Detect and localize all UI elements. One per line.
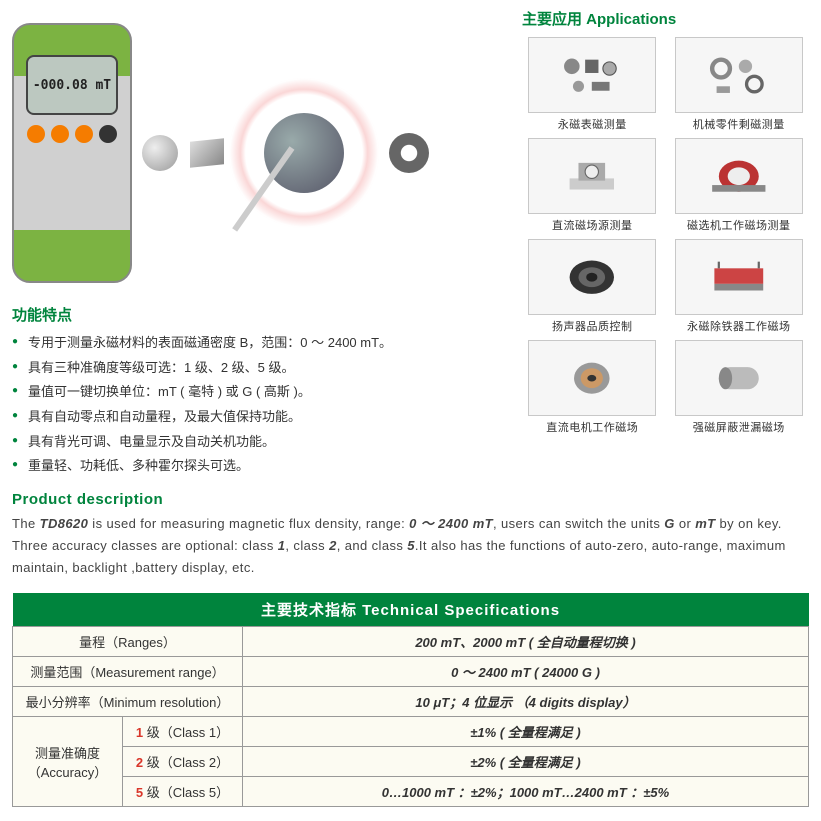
spec-sublabel: 2 级（Class 2） xyxy=(123,747,243,777)
specs-table: 主要技术指标 Technical Specifications 量程（Range… xyxy=(12,593,809,807)
app-label: 机械零件剩磁测量 xyxy=(669,116,810,132)
product-hero: -000.08 mT xyxy=(12,8,512,298)
device-buttons xyxy=(24,125,120,143)
spec-label: 最小分辨率（Minimum resolution） xyxy=(13,687,243,717)
spec-value: 200 mT、2000 mT ( 全自动量程切换 ) xyxy=(243,627,809,657)
desc-range: 0 ～ 2400 mT xyxy=(409,516,493,531)
desc-text: , users can switch the units xyxy=(493,516,664,531)
spec-value-text: 0…1000 mT ：±2%；1000 mT…2400 mT ：±5% xyxy=(382,785,669,800)
spec-label: 量程（Ranges） xyxy=(13,627,243,657)
desc-unit: mT xyxy=(695,516,715,531)
app-item: 直流磁场源测量 xyxy=(522,138,663,233)
app-label: 直流电机工作磁场 xyxy=(522,419,663,435)
desc-model: TD8620 xyxy=(40,516,89,531)
desc-text: is used for measuring magnetic flux dens… xyxy=(88,516,409,531)
block-sample xyxy=(190,138,224,168)
app-label: 磁选机工作磁场测量 xyxy=(669,217,810,233)
feature-item: 重量轻、功耗低、多种霍尔探头可选。 xyxy=(12,454,512,479)
app-thumb-dc-motor xyxy=(528,340,656,416)
desc-text: or xyxy=(675,516,695,531)
device-illustration: -000.08 mT xyxy=(12,23,132,283)
app-thumb-parts xyxy=(675,37,803,113)
desc-unit: G xyxy=(664,516,675,531)
sample-objects xyxy=(142,135,224,171)
app-item: 强磁屏蔽泄漏磁场 xyxy=(669,340,810,435)
ring-magnet-sample xyxy=(389,133,429,173)
app-item: 永磁除铁器工作磁场 xyxy=(669,239,810,334)
description-heading: Product description xyxy=(12,491,809,508)
spec-value: 10 μT；4 位显示 （4 digits display） xyxy=(243,687,809,717)
features-list: 专用于测量永磁材料的表面磁通密度 B，范围：0 ～ 2400 mT。 具有三种准… xyxy=(12,331,512,479)
app-label: 永磁表磁测量 xyxy=(522,116,663,132)
spec-label: 测量范围（Measurement range） xyxy=(13,657,243,687)
spec-value-text: 10 μT；4 位显示 （4 digits display） xyxy=(415,695,635,710)
app-label: 扬声器品质控制 xyxy=(522,318,663,334)
spec-value: ±1% ( 全量程满足 ) xyxy=(243,717,809,747)
description-body: The TD8620 is used for measuring magneti… xyxy=(12,513,809,579)
measurement-target xyxy=(229,78,379,228)
app-label: 永磁除铁器工作磁场 xyxy=(669,318,810,334)
app-thumb-shielding xyxy=(675,340,803,416)
feature-item: 具有背光可调、电量显示及自动关机功能。 xyxy=(12,430,512,455)
app-thumb-dc-source xyxy=(528,138,656,214)
spec-label: 测量准确度（Accuracy） xyxy=(13,717,123,807)
app-label: 强磁屏蔽泄漏磁场 xyxy=(669,419,810,435)
spec-value: 0 ～ 2400 mT ( 24000 G ) xyxy=(243,657,809,687)
desc-text: , and class xyxy=(337,538,408,553)
spec-sublabel: 5 级（Class 5） xyxy=(123,777,243,807)
feature-item: 专用于测量永磁材料的表面磁通密度 B，范围：0 ～ 2400 mT。 xyxy=(12,331,512,356)
device-screen: -000.08 mT xyxy=(26,55,118,115)
app-label: 直流磁场源测量 xyxy=(522,217,663,233)
applications-grid: 永磁表磁测量 机械零件剩磁测量 直流磁场源测量 磁选机工作磁场测量 xyxy=(522,37,809,435)
feature-item: 量值可一键切换单位：mT ( 毫特 ) 或 G ( 高斯 )。 xyxy=(12,380,512,405)
app-thumb-magnets xyxy=(528,37,656,113)
spec-value: 0…1000 mT ：±2%；1000 mT…2400 mT ：±5% xyxy=(243,777,809,807)
spec-sublabel: 1 级（Class 1） xyxy=(123,717,243,747)
app-item: 永磁表磁测量 xyxy=(522,37,663,132)
spec-value-text: 200 mT、2000 mT ( 全自动量程切换 ) xyxy=(415,635,635,650)
feature-item: 具有三种准确度等级可选：1 级、2 级、5 级。 xyxy=(12,356,512,381)
app-item: 直流电机工作磁场 xyxy=(522,340,663,435)
app-item: 磁选机工作磁场测量 xyxy=(669,138,810,233)
spec-value-text: 0 ～ 2400 mT ( 24000 G ) xyxy=(451,665,600,680)
app-thumb-separator xyxy=(675,138,803,214)
desc-class: 2 xyxy=(329,538,337,553)
app-item: 扬声器品质控制 xyxy=(522,239,663,334)
desc-class: 5 xyxy=(407,538,415,553)
desc-text: , class xyxy=(285,538,329,553)
applications-heading: 主要应用 Applications xyxy=(522,8,809,29)
feature-item: 具有自动零点和自动量程，及最大值保持功能。 xyxy=(12,405,512,430)
specs-header: 主要技术指标 Technical Specifications xyxy=(13,593,809,627)
desc-text: The xyxy=(12,516,40,531)
spec-value-text: ±1% ( 全量程满足 ) xyxy=(470,725,580,740)
spec-value: ±2% ( 全量程满足 ) xyxy=(243,747,809,777)
cylinder-sample xyxy=(142,135,178,171)
app-item: 机械零件剩磁测量 xyxy=(669,37,810,132)
app-thumb-speaker xyxy=(528,239,656,315)
app-thumb-iron-remover xyxy=(675,239,803,315)
features-heading: 功能特点 xyxy=(12,304,512,325)
spec-value-text: ±2% ( 全量程满足 ) xyxy=(470,755,580,770)
